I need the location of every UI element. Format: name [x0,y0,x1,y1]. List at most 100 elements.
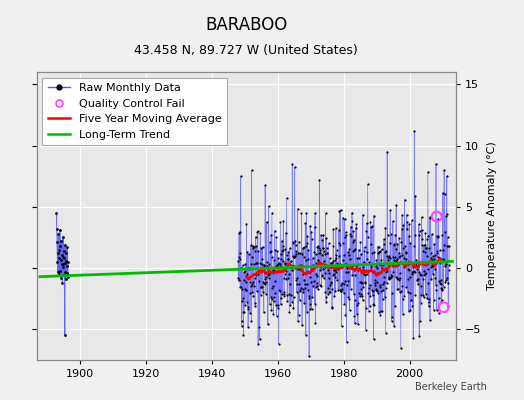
Point [279,275,288,282]
Point [297,210,305,216]
Point [424,233,432,239]
Point [438,297,446,303]
Point [257,261,266,267]
Point [301,256,310,263]
Point [255,268,263,274]
Point [316,246,324,253]
Point [336,288,345,294]
Point [336,207,345,213]
Point [299,245,307,251]
Point [357,286,366,292]
Point [311,300,319,307]
Point [391,232,399,238]
Point [292,248,301,254]
Point [397,287,405,294]
Point [307,279,315,286]
Point [410,243,418,250]
Point [388,314,396,320]
Point [287,264,296,270]
Point [300,244,308,251]
Point [429,262,437,269]
Point [405,308,413,314]
Point [259,280,268,287]
Point [298,250,306,257]
Point [254,271,262,277]
Point [264,270,272,276]
Point [351,320,359,326]
Point [404,261,412,267]
Point [314,258,323,265]
Point [320,275,328,281]
Point [330,293,339,300]
Point [282,252,291,258]
Point [253,288,261,294]
Point [240,269,248,275]
Point [369,336,378,342]
Point [278,248,286,254]
Point [417,300,425,306]
Point [242,287,250,293]
Point [364,234,372,240]
Point [409,268,417,275]
Point [310,249,319,256]
Point [328,305,336,312]
Point [268,284,277,291]
Point [313,257,322,264]
Point [378,246,386,253]
Point [61,242,69,248]
Point [248,288,256,295]
Point [427,255,435,262]
Point [444,243,452,250]
Point [329,243,337,249]
Point [250,300,259,306]
Point [417,282,425,289]
Point [290,254,299,260]
Point [384,254,392,260]
Point [260,263,268,269]
Point [318,272,326,278]
Point [251,302,259,309]
Point [244,265,252,271]
Point [351,297,359,303]
Point [369,288,377,294]
Point [390,256,398,263]
Point [291,238,299,244]
Point [329,272,337,278]
Point [345,246,353,252]
Point [310,264,318,270]
Point [371,277,379,283]
Point [56,267,64,274]
Point [261,182,269,188]
Point [439,255,447,262]
Point [352,224,360,231]
Point [380,294,389,300]
Point [246,310,254,317]
Point [312,259,320,266]
Point [246,283,255,289]
Point [436,256,444,262]
Point [234,258,242,264]
Point [342,268,350,275]
Point [404,266,412,272]
Point [286,302,294,308]
Point [366,219,375,225]
Point [354,300,363,306]
Point [425,296,434,302]
Point [445,243,453,250]
Point [388,272,397,279]
Point [330,270,338,277]
Point [412,261,420,268]
Point [431,275,440,282]
Point [331,257,340,264]
Point [243,304,252,310]
Point [263,219,271,225]
Point [305,295,313,301]
Point [380,241,389,247]
Point [333,277,341,283]
Point [427,250,435,256]
Point [414,281,422,287]
Point [366,293,374,300]
Point [433,306,441,313]
Point [361,280,369,286]
Point [396,252,405,259]
